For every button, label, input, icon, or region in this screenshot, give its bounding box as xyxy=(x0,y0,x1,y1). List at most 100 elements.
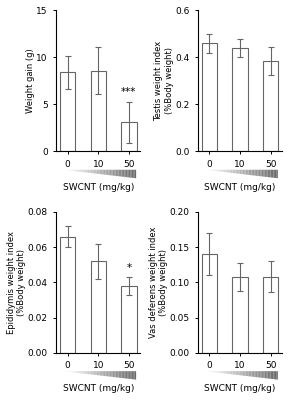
Polygon shape xyxy=(275,170,276,178)
Polygon shape xyxy=(266,371,268,378)
Bar xyxy=(60,72,75,152)
Polygon shape xyxy=(76,170,77,172)
Polygon shape xyxy=(84,170,85,172)
Polygon shape xyxy=(67,371,69,372)
Polygon shape xyxy=(249,170,250,175)
Polygon shape xyxy=(237,170,238,174)
Polygon shape xyxy=(224,371,225,374)
Polygon shape xyxy=(273,371,275,379)
Polygon shape xyxy=(269,371,271,379)
Polygon shape xyxy=(269,170,271,177)
Polygon shape xyxy=(107,371,108,376)
Polygon shape xyxy=(81,170,82,172)
Polygon shape xyxy=(117,371,118,378)
X-axis label: SWCNT (mg/kg): SWCNT (mg/kg) xyxy=(63,384,134,393)
Bar xyxy=(232,277,248,353)
Polygon shape xyxy=(240,170,241,174)
Polygon shape xyxy=(94,170,95,174)
Polygon shape xyxy=(133,371,135,380)
Polygon shape xyxy=(222,170,224,172)
Polygon shape xyxy=(89,170,91,173)
Bar xyxy=(202,43,217,152)
Polygon shape xyxy=(99,170,101,174)
Polygon shape xyxy=(81,371,82,373)
Polygon shape xyxy=(92,371,94,375)
Polygon shape xyxy=(276,371,278,380)
Polygon shape xyxy=(98,371,99,375)
Polygon shape xyxy=(101,170,103,174)
Polygon shape xyxy=(214,371,215,372)
Polygon shape xyxy=(265,170,266,177)
Polygon shape xyxy=(254,371,256,377)
Polygon shape xyxy=(259,371,260,378)
Polygon shape xyxy=(116,170,117,176)
Polygon shape xyxy=(246,371,247,376)
Polygon shape xyxy=(129,170,130,178)
Polygon shape xyxy=(94,371,95,375)
Polygon shape xyxy=(91,170,92,173)
Polygon shape xyxy=(272,371,273,379)
Polygon shape xyxy=(86,371,88,374)
Text: ***: *** xyxy=(121,87,136,97)
Polygon shape xyxy=(228,371,229,374)
Polygon shape xyxy=(111,371,113,377)
Polygon shape xyxy=(107,170,108,175)
Polygon shape xyxy=(121,371,123,378)
Polygon shape xyxy=(98,170,99,174)
Polygon shape xyxy=(126,371,127,379)
Polygon shape xyxy=(215,170,216,171)
Polygon shape xyxy=(110,170,111,175)
Polygon shape xyxy=(234,371,236,375)
Polygon shape xyxy=(92,170,94,173)
Polygon shape xyxy=(236,371,237,375)
Polygon shape xyxy=(73,371,75,372)
Polygon shape xyxy=(262,371,263,378)
Polygon shape xyxy=(89,371,91,374)
Bar xyxy=(121,286,136,353)
Polygon shape xyxy=(214,170,215,171)
Polygon shape xyxy=(241,170,243,174)
Polygon shape xyxy=(99,371,101,376)
Polygon shape xyxy=(104,170,105,175)
Polygon shape xyxy=(133,170,135,178)
Polygon shape xyxy=(262,170,263,176)
Polygon shape xyxy=(69,170,70,171)
Polygon shape xyxy=(82,170,84,172)
Polygon shape xyxy=(116,371,117,378)
Polygon shape xyxy=(232,371,234,374)
Polygon shape xyxy=(263,170,265,177)
Polygon shape xyxy=(221,371,222,373)
Polygon shape xyxy=(127,170,129,177)
Polygon shape xyxy=(114,371,116,377)
Polygon shape xyxy=(236,170,237,174)
Polygon shape xyxy=(271,371,272,379)
Polygon shape xyxy=(126,170,127,177)
Y-axis label: Epididymis weight index
(%Body weight): Epididymis weight index (%Body weight) xyxy=(7,231,26,334)
Polygon shape xyxy=(276,170,278,178)
Bar xyxy=(232,48,248,152)
Polygon shape xyxy=(224,170,225,172)
Polygon shape xyxy=(79,170,81,172)
Polygon shape xyxy=(103,371,104,376)
Polygon shape xyxy=(244,371,246,376)
Text: *: * xyxy=(126,263,131,273)
Polygon shape xyxy=(120,371,121,378)
Y-axis label: Vas deferens weight index
(%Body weight): Vas deferens weight index (%Body weight) xyxy=(149,226,168,338)
Polygon shape xyxy=(121,170,123,177)
Polygon shape xyxy=(110,371,111,377)
Polygon shape xyxy=(69,371,70,372)
Polygon shape xyxy=(95,170,97,174)
Polygon shape xyxy=(105,170,107,175)
Polygon shape xyxy=(72,170,73,171)
Polygon shape xyxy=(88,371,89,374)
Polygon shape xyxy=(272,170,273,178)
Polygon shape xyxy=(237,371,238,375)
Polygon shape xyxy=(208,371,209,372)
Polygon shape xyxy=(113,170,114,176)
Polygon shape xyxy=(209,371,210,372)
Polygon shape xyxy=(212,170,214,171)
Polygon shape xyxy=(86,170,88,173)
Polygon shape xyxy=(234,170,236,173)
Polygon shape xyxy=(228,170,229,173)
Polygon shape xyxy=(117,170,118,176)
